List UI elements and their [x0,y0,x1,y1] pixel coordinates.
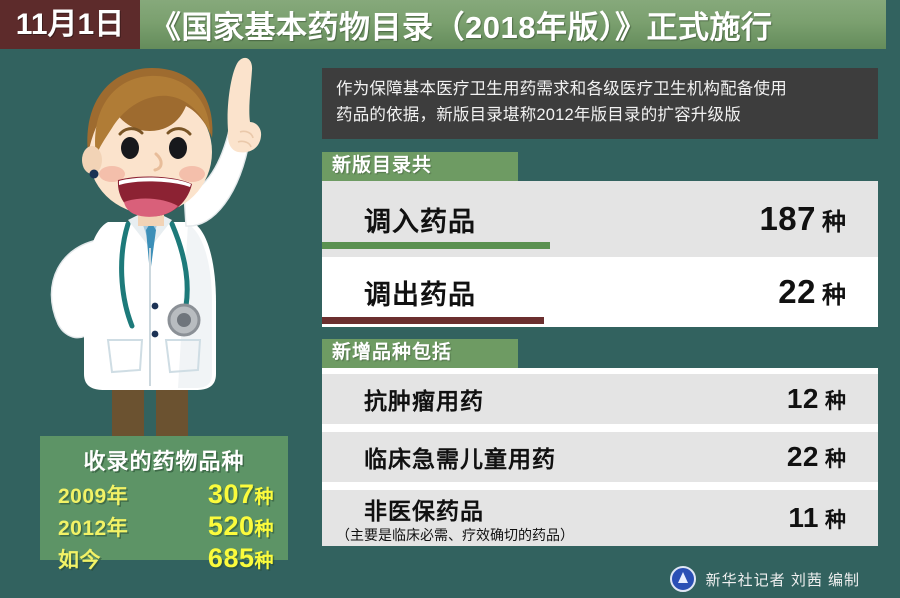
accent-bar-maroon [322,317,544,324]
accent-bar-green [322,242,550,249]
row-number: 187 [759,200,816,237]
row-value-antitumor: 12 种 [787,383,878,415]
row-label-sub: （主要是临床必需、疗效确切的药品） [336,526,574,543]
page-title: 《国家基本药物目录（2018年版）》正式施行 [150,10,773,45]
stats-number: 307 [207,479,255,509]
stats-number: 685 [207,543,255,573]
row-value-pediatric: 22 种 [787,441,878,473]
row-number: 11 [788,502,819,533]
row-unit: 种 [825,390,846,413]
footer-credit: 新华社记者 刘茜 编制 [705,571,860,589]
description-line-2: 药品的依据，新版目录堪称2012年版目录的扩容升级版 [336,105,741,124]
stats-year: 2009年 [58,485,129,508]
row-number: 12 [786,383,819,414]
table-row: 临床急需儿童用药 22 种 [322,432,878,482]
row-number: 22 [786,441,819,472]
stats-row: 2009年 307种 [40,479,288,510]
stats-unit: 种 [254,487,274,508]
stats-year: 2012年 [58,517,129,540]
row-number: 22 [778,273,816,310]
date-badge-label: 11月1日 [15,7,125,41]
header-bar [0,0,886,49]
row-value-tiaoru: 187 种 [759,200,878,238]
row-label-tiaoru: 调入药品 [364,206,476,237]
section-1-tab: 新版目录共 [322,152,518,181]
stats-unit: 种 [254,519,274,540]
description-box: 作为保障基本医疗卫生用药需求和各级医疗卫生机构配备使用 药品的依据，新版目录堪称… [322,68,878,140]
row-value-tiaochu: 22 种 [778,273,878,311]
table-row: 抗肿瘤用药 12 种 [322,374,878,424]
row-unit: 种 [822,282,846,309]
stats-year: 如今 [58,549,101,572]
footer: 新华社记者 刘茜 编制 [0,560,900,598]
stats-value: 307种 [154,479,274,510]
date-badge: 11月1日 [0,0,140,49]
row-unit: 种 [822,209,846,236]
row-label-antitumor: 抗肿瘤用药 [364,388,484,414]
section-2-panel: 抗肿瘤用药 12 种 临床急需儿童用药 22 种 非医保药品 （主要是临床必需、疗效… [322,368,878,546]
xinhua-logo-icon [669,566,696,592]
table-row: 调出药品 22 种 [322,257,878,327]
stats-number: 520 [207,511,255,541]
stats-value: 685种 [154,543,274,574]
stats-title: 收录的药物品种 [83,449,245,474]
row-label-pediatric: 临床急需儿童用药 [364,446,556,472]
row-label-tiaochu: 调出药品 [364,279,476,310]
row-label-main: 非医保药品 [364,497,484,524]
row-value-noninsured: 11 种 [788,502,878,534]
stats-box: 收录的药物品种 2009年 307种 2012年 520种 如今 685种 [40,436,288,573]
row-unit: 种 [825,448,846,471]
stats-value: 520种 [154,511,274,542]
row-label-noninsured: 非医保药品 （主要是临床必需、疗效确切的药品） [322,492,788,545]
doctor-illustration [50,57,262,488]
stats-row: 2012年 520种 [40,511,288,542]
section-2-tab: 新增品种包括 [322,339,518,368]
table-row: 调入药品 187 种 [322,181,878,257]
stats-row: 如今 685种 [40,543,288,574]
table-row: 非医保药品 （主要是临床必需、疗效确切的药品） 11 种 [322,490,878,546]
row-unit: 种 [825,509,846,532]
section-1-panel: 调入药品 187 种 调出药品 22 种 [322,181,878,327]
stats-unit: 种 [254,551,274,572]
description-line-1: 作为保障基本医疗卫生用药需求和各级医疗卫生机构配备使用 [336,80,787,98]
